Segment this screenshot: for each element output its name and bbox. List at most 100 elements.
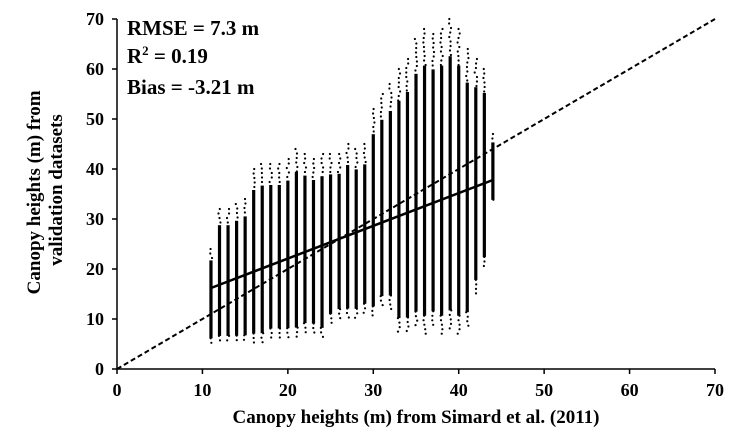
data-point [270,331,273,335]
data-point [457,59,460,62]
data-point [405,71,408,74]
x-tick-label: 50 [535,380,553,400]
data-point [389,294,393,297]
data-point [448,17,451,21]
data-point [269,327,272,330]
data-point [287,171,290,174]
data-point [330,317,333,320]
data-point-band [491,142,495,200]
data-point [379,295,382,298]
data-point [398,321,401,324]
data-point-band [371,134,375,307]
data-point [467,324,470,327]
data-point [396,317,399,320]
data-point [243,334,246,337]
data-point [236,216,239,219]
point-column [491,132,495,201]
data-point [474,66,478,70]
data-point [321,170,324,174]
data-point [322,166,325,169]
data-point [380,101,383,105]
data-point [303,170,307,174]
data-point [407,325,410,328]
data-point [217,212,220,215]
data-point [354,147,357,151]
y-axis-label-line1: Canopy heights (m) from [24,90,45,294]
data-point [448,49,452,52]
data-point [227,334,231,337]
data-point [414,310,417,313]
data-point [270,336,273,339]
data-point [278,162,281,166]
data-point [355,156,358,160]
data-point [380,106,383,109]
data-point [432,32,435,36]
data-point [456,332,459,335]
data-point [491,132,495,136]
data-point [287,162,290,165]
data-point [390,307,393,311]
y-axis-label-line2: validation datasets [46,114,67,266]
data-point [483,72,486,75]
data-point [397,67,400,71]
data-point [380,97,383,100]
data-point [355,307,358,310]
y-tick-label: 30 [86,209,104,229]
point-column [259,162,265,344]
point-column [422,27,427,335]
data-point [379,299,383,302]
data-point [304,331,307,334]
point-columns [209,17,495,344]
data-point [244,202,247,205]
data-point [465,65,469,69]
y-tick-label: 10 [86,309,104,329]
data-point [424,332,427,335]
data-point [235,339,238,342]
rmse-annotation: RMSE = 7.3 m [127,16,260,40]
data-point [209,252,212,255]
data-point [439,314,442,317]
data-point [339,157,342,160]
point-column [252,167,256,344]
data-point [268,167,272,170]
data-point [372,107,375,111]
data-point [311,175,314,179]
data-point [458,323,461,326]
data-point [449,31,452,34]
data-point [475,57,479,61]
data-point [397,99,400,102]
data-point [439,32,443,35]
data-point [242,338,246,341]
data-point [474,287,478,290]
data-point [413,37,416,41]
data-point [415,55,418,59]
data-point [399,90,402,93]
data-point-band [260,185,264,334]
data-point [362,151,366,155]
x-ticks: 0 10 20 30 40 50 60 70 [113,369,724,400]
data-point [432,310,435,313]
point-column [302,152,308,334]
point-column [388,82,393,311]
data-point [432,323,435,326]
data-point [457,63,460,67]
data-point [328,152,332,156]
data-point [336,170,340,174]
data-point [295,170,298,173]
point-column [362,142,367,314]
data-point-band [303,175,307,324]
point-column [465,47,470,327]
data-point [356,312,359,315]
data-point [347,147,350,150]
data-point [422,319,425,322]
data-point [466,320,469,323]
data-point [235,334,238,337]
data-point [278,171,281,175]
data-point [363,307,367,310]
data-point [397,94,400,98]
data-point [210,341,213,344]
axes [116,19,715,370]
point-column [439,27,444,335]
data-point [270,176,273,179]
data-point [303,161,306,165]
